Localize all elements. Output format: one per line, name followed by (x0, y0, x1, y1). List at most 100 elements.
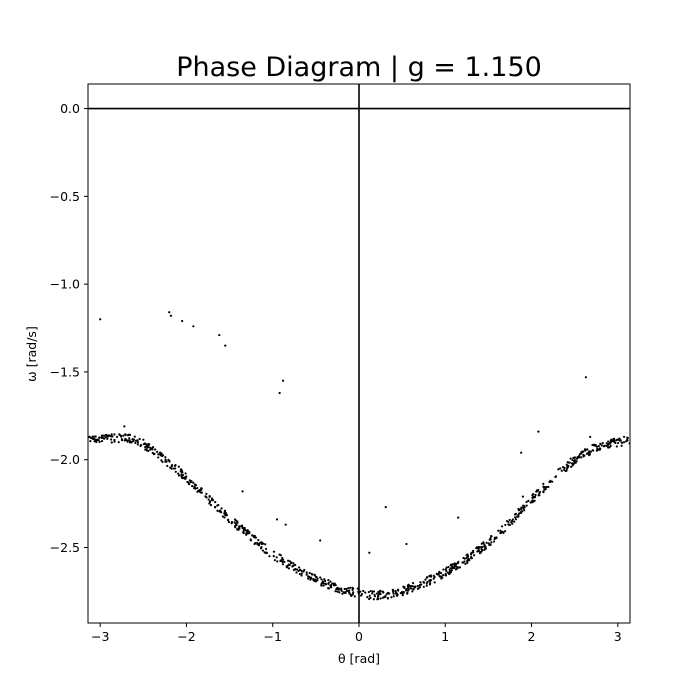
data-point (538, 490, 542, 494)
outlier-point (181, 319, 184, 323)
data-point (181, 473, 185, 477)
data-point (447, 565, 450, 569)
data-point (345, 587, 348, 591)
data-point (416, 584, 420, 588)
data-point (168, 460, 171, 463)
data-point (503, 530, 507, 533)
data-point (368, 594, 371, 597)
data-point (338, 591, 341, 594)
data-point (199, 491, 203, 494)
data-point (258, 542, 261, 546)
data-point (448, 571, 451, 575)
data-point (214, 501, 217, 504)
data-point (281, 558, 285, 561)
x-tick-label: 3 (614, 629, 622, 644)
data-point (462, 556, 465, 560)
data-point (422, 585, 425, 588)
data-point (407, 585, 410, 589)
data-point (563, 468, 566, 471)
data-point (542, 482, 545, 485)
data-point (283, 560, 286, 563)
data-point (565, 469, 568, 472)
data-point (626, 436, 629, 439)
data-point (115, 435, 119, 438)
data-point (565, 463, 568, 466)
data-point (164, 458, 167, 461)
outlier-point (275, 518, 279, 521)
data-point (572, 456, 576, 459)
data-point (379, 589, 382, 592)
data-point (264, 551, 267, 555)
data-point (253, 534, 256, 538)
data-point (602, 445, 606, 448)
data-point (224, 513, 227, 517)
data-point (362, 589, 365, 593)
data-point (300, 574, 303, 577)
data-point (254, 542, 257, 545)
data-point (227, 520, 231, 524)
x-tick-label: −2 (177, 629, 195, 644)
data-point (268, 555, 271, 558)
data-point (98, 436, 101, 439)
data-point (110, 441, 113, 444)
data-point (400, 591, 404, 594)
data-point (216, 509, 219, 512)
y-tick-label: −1.0 (50, 277, 80, 292)
data-point (310, 572, 313, 576)
data-point (422, 581, 426, 584)
data-point (208, 502, 211, 505)
data-point (403, 586, 406, 590)
data-point (300, 572, 303, 575)
data-point (348, 589, 351, 592)
data-point (490, 541, 493, 544)
data-point (440, 577, 443, 580)
data-point (124, 437, 127, 440)
data-point (570, 462, 574, 465)
data-point (517, 509, 521, 512)
data-point (453, 562, 456, 566)
data-point (184, 472, 187, 475)
data-point (412, 588, 415, 591)
data-point (406, 592, 409, 595)
outlier-point (368, 551, 371, 554)
y-tick-label: 0.0 (60, 101, 80, 116)
data-point (331, 582, 334, 585)
data-point (120, 439, 124, 442)
data-point (166, 464, 169, 467)
data-point (390, 596, 393, 599)
y-tick-label: −1.5 (50, 364, 80, 379)
y-tick-label: −0.5 (50, 189, 80, 204)
data-point (385, 592, 388, 596)
data-point (504, 523, 507, 527)
data-point (622, 441, 626, 444)
data-point (440, 572, 443, 575)
outlier-point (520, 451, 523, 454)
data-point (294, 568, 297, 571)
data-point (220, 507, 223, 510)
data-point (193, 486, 196, 489)
data-point (309, 578, 312, 581)
data-point (138, 437, 141, 441)
data-point (100, 434, 104, 437)
data-point (369, 589, 372, 593)
data-point (511, 522, 514, 525)
data-point (489, 543, 492, 546)
data-point (466, 561, 469, 565)
outlier-point (241, 490, 244, 493)
data-point (425, 584, 428, 587)
data-point (174, 467, 177, 470)
data-point (416, 587, 420, 590)
data-point (159, 454, 162, 457)
data-point (376, 595, 380, 598)
data-point (329, 586, 333, 589)
data-point (566, 461, 569, 464)
data-point (532, 493, 535, 496)
data-point (549, 480, 552, 484)
data-point (429, 582, 432, 585)
data-point (466, 553, 469, 556)
data-point (402, 591, 405, 594)
x-tick-label: 1 (441, 629, 449, 644)
data-point (238, 525, 241, 528)
